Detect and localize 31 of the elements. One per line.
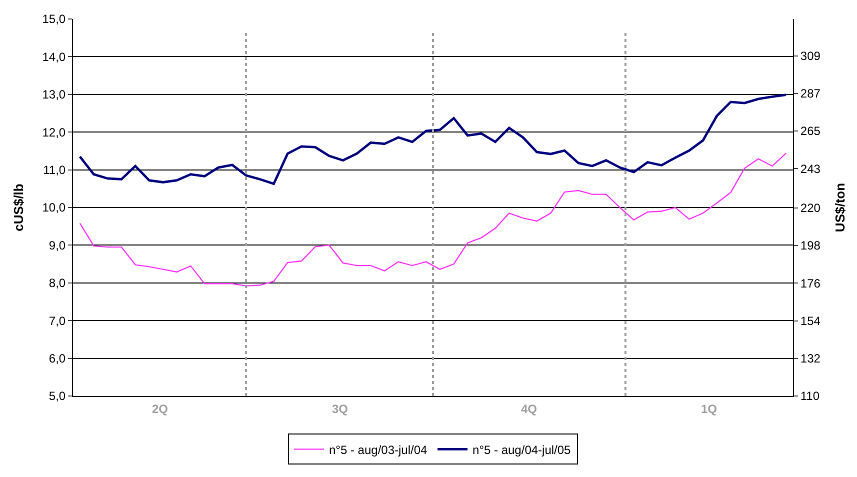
y-tick-label: 9,0 (48, 238, 66, 252)
line-series (78, 94, 788, 185)
y2-tick-label: 287 (800, 86, 821, 101)
y-tick-label: 10,0 (42, 200, 66, 215)
y-tick-label: 15,0 (42, 12, 66, 26)
text: 1Q (701, 402, 718, 416)
y-axis-title: cUS$/lb (11, 184, 26, 232)
y2-tick-label: 154 (800, 314, 821, 328)
y2-axis-title: US$/ton (832, 182, 848, 232)
y2-tick-label: 265 (800, 124, 821, 138)
y2-tick-label: 176 (800, 276, 821, 290)
text: 3Q (332, 402, 348, 416)
y-tick-label: 5,0 (48, 389, 66, 404)
y2-tick-label: 220 (800, 201, 821, 216)
y-tick-label: 11,0 (43, 163, 66, 177)
text: 4Q (521, 402, 538, 416)
legend-label: n°5 - aug/04-jul/05 (472, 442, 572, 457)
legend-label: n°5 - aug/03-jul/04 (329, 442, 428, 457)
y2-tick-label: 132 (800, 352, 821, 366)
text: 2Q (152, 402, 168, 416)
y2-tick-label: 243 (800, 162, 821, 176)
y2-tick-label: 309 (800, 48, 821, 63)
y2-tick-label: 198 (800, 238, 821, 253)
y-tick-label: 6,0 (48, 352, 66, 366)
y-tick-label: 13,0 (42, 88, 66, 102)
y-tick-label: 12,0 (42, 125, 66, 140)
line-series (79, 152, 787, 287)
y-tick-label: 7,0 (48, 314, 66, 328)
y-tick-label: 14,0 (42, 50, 66, 64)
y2-tick-label: 110 (800, 389, 820, 404)
y-tick-label: 8,0 (48, 276, 66, 290)
